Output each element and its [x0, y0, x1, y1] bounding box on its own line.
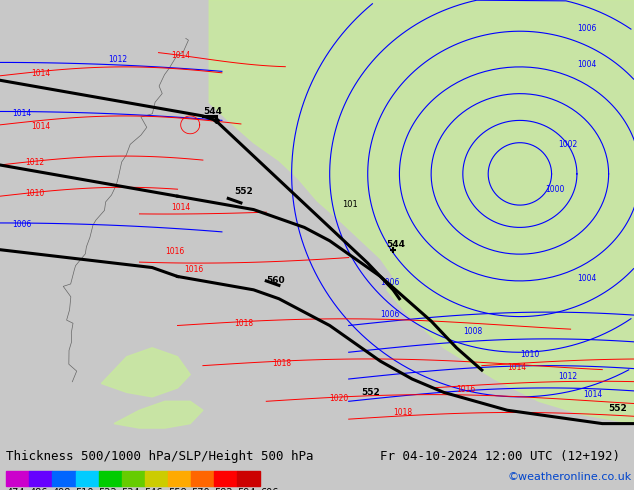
Text: 522: 522 — [98, 488, 117, 490]
Bar — [191, 470, 214, 487]
Text: 1018: 1018 — [235, 318, 254, 327]
Text: 1014: 1014 — [32, 69, 51, 78]
Text: 510: 510 — [75, 488, 94, 490]
Text: 1014: 1014 — [13, 109, 32, 118]
Bar — [214, 470, 237, 487]
Text: 546: 546 — [145, 488, 163, 490]
Bar — [145, 470, 168, 487]
Bar — [75, 470, 98, 487]
Text: 1010: 1010 — [520, 350, 539, 359]
Text: 544: 544 — [203, 107, 222, 116]
Text: 594: 594 — [237, 488, 256, 490]
Text: 1008: 1008 — [463, 327, 482, 337]
Text: 1002: 1002 — [558, 140, 577, 149]
Text: 1004: 1004 — [577, 274, 597, 283]
Text: 560: 560 — [266, 276, 285, 285]
Text: 1006: 1006 — [577, 24, 597, 33]
Bar — [168, 470, 191, 487]
Bar — [6, 470, 29, 487]
Text: 534: 534 — [122, 488, 140, 490]
Bar — [98, 470, 122, 487]
Text: 1018: 1018 — [393, 408, 412, 416]
Text: 1006: 1006 — [380, 278, 400, 287]
Text: Fr 04-10-2024 12:00 UTC (12+192): Fr 04-10-2024 12:00 UTC (12+192) — [380, 450, 621, 464]
Text: 1006: 1006 — [13, 220, 32, 229]
Text: 1018: 1018 — [273, 359, 292, 368]
Text: 1004: 1004 — [577, 60, 597, 69]
Text: 1016: 1016 — [165, 247, 184, 256]
Text: 1006: 1006 — [380, 310, 400, 318]
Text: Thickness 500/1000 hPa/SLP/Height 500 hPa: Thickness 500/1000 hPa/SLP/Height 500 hP… — [6, 450, 314, 464]
Text: 552: 552 — [361, 388, 380, 396]
Text: 1016: 1016 — [184, 265, 203, 274]
Text: 1000: 1000 — [545, 185, 565, 194]
Text: 552: 552 — [609, 404, 628, 413]
Text: 1014: 1014 — [583, 390, 602, 399]
Polygon shape — [209, 0, 634, 423]
Text: 1012: 1012 — [558, 372, 577, 381]
Text: 1014: 1014 — [171, 51, 190, 60]
Text: 1016: 1016 — [456, 386, 476, 394]
Text: 1014: 1014 — [171, 202, 190, 212]
Bar — [53, 470, 75, 487]
Text: 1014: 1014 — [507, 363, 526, 372]
Text: 1012: 1012 — [108, 55, 127, 64]
Text: ©weatheronline.co.uk: ©weatheronline.co.uk — [507, 472, 631, 482]
Text: 606: 606 — [260, 488, 278, 490]
Text: 552: 552 — [235, 187, 254, 196]
Text: 544: 544 — [387, 241, 406, 249]
Text: 498: 498 — [53, 488, 71, 490]
Text: 1014: 1014 — [32, 122, 51, 131]
Text: 582: 582 — [214, 488, 233, 490]
Polygon shape — [114, 401, 203, 428]
Text: 486: 486 — [29, 488, 48, 490]
Bar — [237, 470, 260, 487]
Text: 474: 474 — [6, 488, 25, 490]
Text: 101: 101 — [342, 200, 358, 209]
Bar — [29, 470, 53, 487]
Text: 558: 558 — [168, 488, 186, 490]
Text: 570: 570 — [191, 488, 209, 490]
Text: 1012: 1012 — [25, 158, 44, 167]
Bar — [122, 470, 145, 487]
Polygon shape — [101, 348, 190, 397]
Text: 1010: 1010 — [25, 189, 44, 198]
Text: 1020: 1020 — [330, 394, 349, 403]
